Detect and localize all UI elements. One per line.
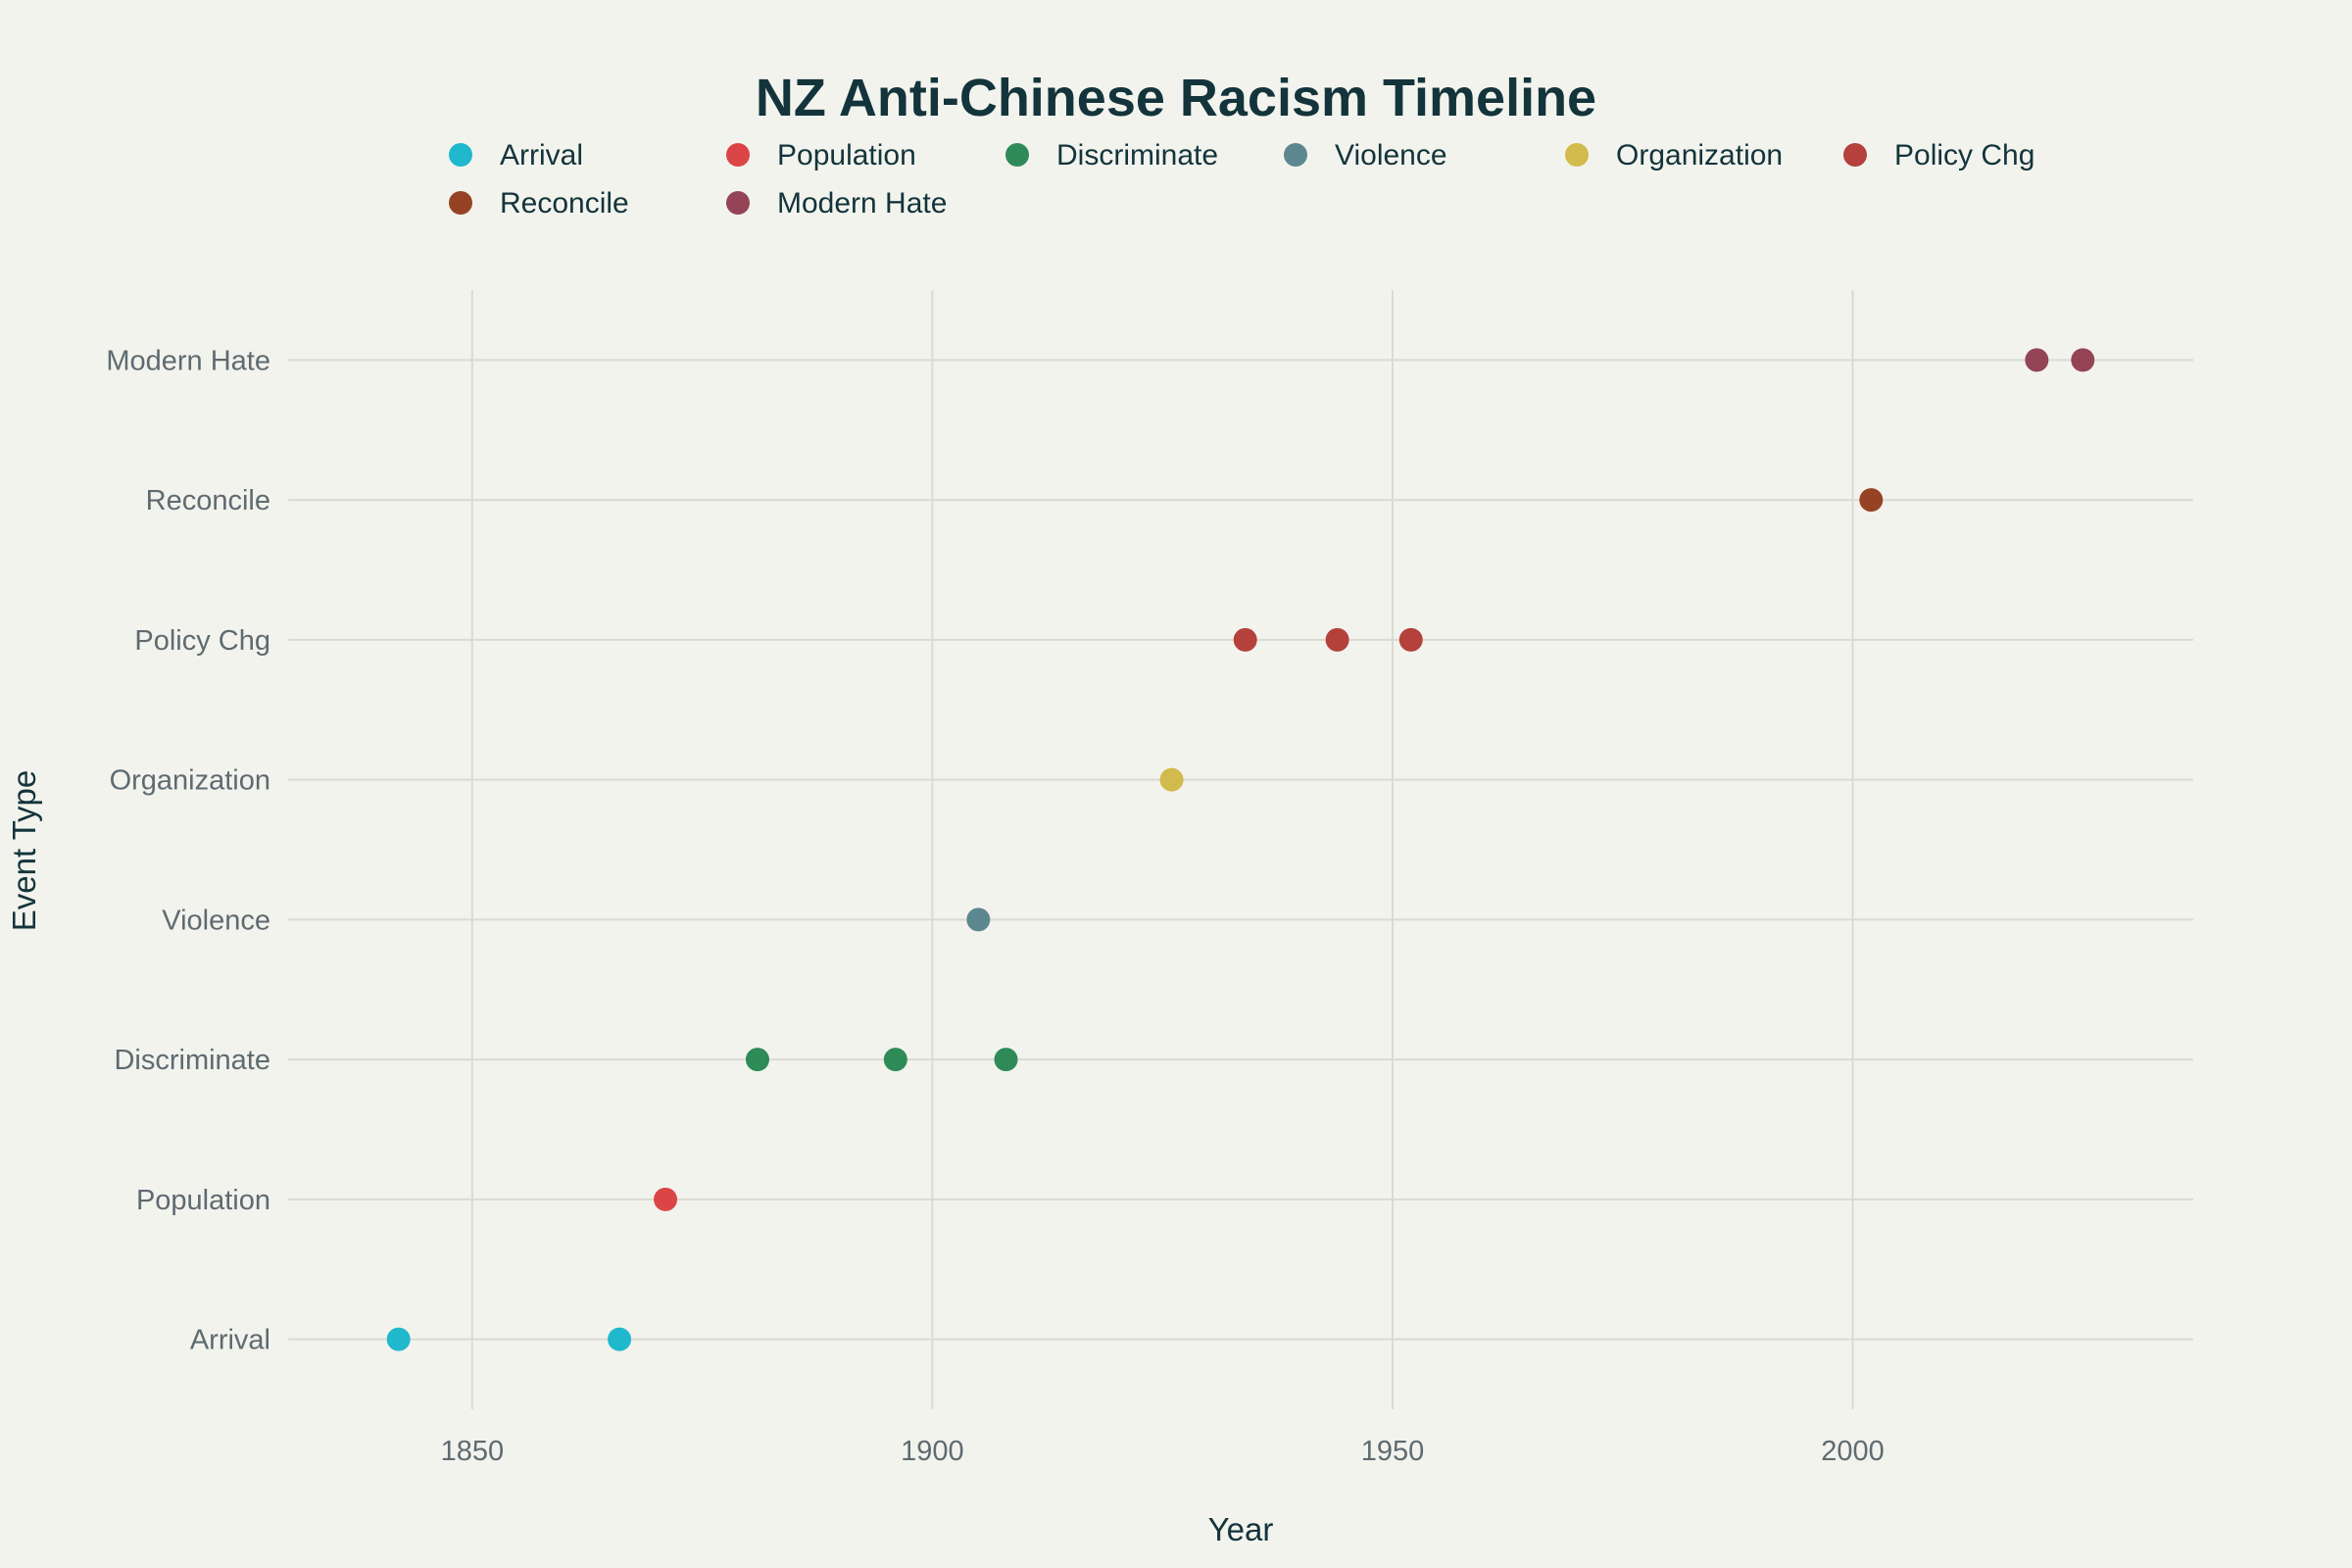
grid <box>288 290 2193 1409</box>
legend-item: Arrival <box>449 139 583 172</box>
legend-marker <box>1843 143 1867 167</box>
legend-label: Organization <box>1616 139 1783 172</box>
legend-label: Policy Chg <box>1894 139 2034 172</box>
legend-item: Reconcile <box>449 187 629 220</box>
legend-label: Population <box>777 139 916 172</box>
x-tick-label: 1950 <box>1361 1436 1425 1467</box>
data-points <box>386 348 2095 1351</box>
x-tick-label: 2000 <box>1821 1436 1885 1467</box>
legend-marker <box>1005 143 1029 167</box>
legend-marker <box>726 143 750 167</box>
legend-marker <box>726 191 750 215</box>
y-axis-title: Event Type <box>6 770 42 932</box>
x-tick-label: 1900 <box>901 1436 964 1467</box>
legend-item: Population <box>726 139 916 172</box>
legend-label: Arrival <box>500 139 583 172</box>
data-point <box>1859 488 1884 513</box>
data-point <box>745 1048 769 1072</box>
chart-title: NZ Anti-Chinese Racism Timeline <box>756 69 1596 127</box>
y-tick-label: Discriminate <box>114 1045 270 1076</box>
legend: Arrival Population Discriminate Violence Org… <box>449 139 2034 220</box>
data-point <box>608 1327 632 1351</box>
y-tick-label: Population <box>136 1185 270 1216</box>
legend-marker <box>449 191 472 215</box>
data-point <box>2071 348 2095 372</box>
data-point <box>883 1048 907 1072</box>
legend-label: Reconcile <box>500 187 629 220</box>
data-point <box>1325 627 1349 652</box>
data-point <box>1233 627 1257 652</box>
legend-label: Discriminate <box>1056 139 1218 172</box>
data-point <box>966 907 991 932</box>
x-tick-labels: 1850 1900 1950 2000 <box>441 1436 1885 1467</box>
data-point <box>1398 627 1423 652</box>
legend-item: Discriminate <box>1005 139 1218 172</box>
data-point <box>994 1048 1018 1072</box>
y-tick-label: Modern Hate <box>106 345 270 376</box>
data-point <box>654 1187 678 1211</box>
legend-item: Policy Chg <box>1843 139 2034 172</box>
y-tick-label: Violence <box>162 905 270 936</box>
y-tick-labels: Arrival Population Discriminate Violence Org… <box>106 345 270 1355</box>
x-axis-title: Year <box>1208 1511 1274 1547</box>
legend-item: Violence <box>1284 139 1447 172</box>
data-point <box>2025 348 2049 372</box>
y-tick-label: Policy Chg <box>134 625 270 657</box>
legend-label: Modern Hate <box>777 187 947 220</box>
legend-marker <box>1284 143 1307 167</box>
legend-marker <box>449 143 472 167</box>
legend-item: Modern Hate <box>726 187 947 220</box>
y-tick-label: Reconcile <box>146 485 270 516</box>
data-point <box>1159 767 1184 792</box>
y-tick-label: Arrival <box>190 1325 270 1356</box>
legend-item: Organization <box>1565 139 1783 172</box>
legend-marker <box>1565 143 1589 167</box>
legend-label: Violence <box>1335 139 1447 172</box>
y-tick-label: Organization <box>110 765 270 797</box>
data-point <box>386 1327 411 1351</box>
x-tick-label: 1850 <box>441 1436 505 1467</box>
